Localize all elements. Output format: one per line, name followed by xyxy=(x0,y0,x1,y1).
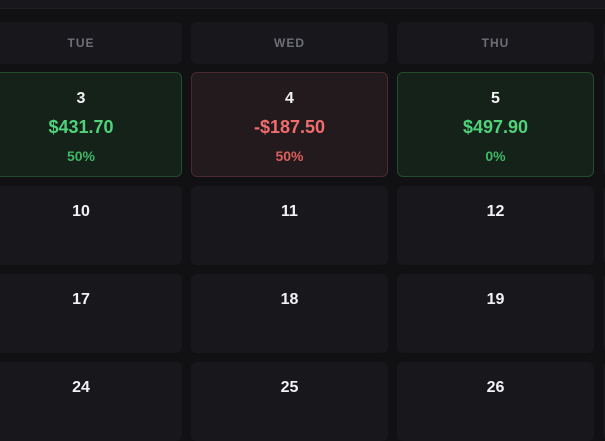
top-bar-edge xyxy=(0,0,605,9)
day-cell[interactable]: 19 xyxy=(397,274,594,353)
day-number: 19 xyxy=(486,291,505,308)
day-pnl: -$187.50 xyxy=(253,117,326,137)
day-number: 5 xyxy=(491,90,500,107)
day-pnl: $497.90 xyxy=(462,117,529,137)
day-cell[interactable]: 17 xyxy=(0,274,182,353)
day-cell[interactable]: 26 xyxy=(397,362,594,441)
day-number: 24 xyxy=(72,379,90,396)
day-cell[interactable]: 11 xyxy=(191,186,388,265)
day-number: 17 xyxy=(72,291,90,308)
day-cell-partial[interactable] xyxy=(603,274,605,353)
day-cell[interactable]: 25 xyxy=(191,362,388,441)
weekday-header-wed: WED xyxy=(191,22,388,64)
day-cell[interactable]: 24 xyxy=(0,362,182,441)
day-number: 11 xyxy=(281,203,298,220)
day-win-rate: 0% xyxy=(485,148,506,164)
day-number: 12 xyxy=(486,203,505,220)
day-cell-partial[interactable] xyxy=(603,186,605,265)
day-cell[interactable]: 12 xyxy=(397,186,594,265)
weekday-header-tue: TUE xyxy=(0,22,182,64)
weekday-header-partial xyxy=(603,22,605,64)
calendar-grid: TUE WED THU 3 $431.70 50% 4 -$187.50 50%… xyxy=(0,22,605,396)
day-number: 10 xyxy=(72,203,90,220)
day-win-rate: 50% xyxy=(66,148,96,164)
day-cell[interactable]: 4 -$187.50 50% xyxy=(191,72,388,177)
day-win-rate: 50% xyxy=(275,148,304,164)
day-cell[interactable]: 3 $431.70 50% xyxy=(0,72,182,177)
day-cell[interactable]: 5 $497.90 0% xyxy=(397,72,594,177)
day-number: 18 xyxy=(280,291,299,308)
day-number: 4 xyxy=(285,90,294,107)
day-cell[interactable]: 10 xyxy=(0,186,182,265)
day-number: 3 xyxy=(76,90,86,107)
day-cell-partial[interactable] xyxy=(603,72,605,177)
day-cell[interactable]: 18 xyxy=(191,274,388,353)
day-pnl: $431.70 xyxy=(48,117,114,137)
day-cell-partial[interactable] xyxy=(603,362,605,441)
day-number: 26 xyxy=(486,379,505,396)
day-number: 25 xyxy=(280,379,299,396)
weekday-header-thu: THU xyxy=(397,22,594,64)
